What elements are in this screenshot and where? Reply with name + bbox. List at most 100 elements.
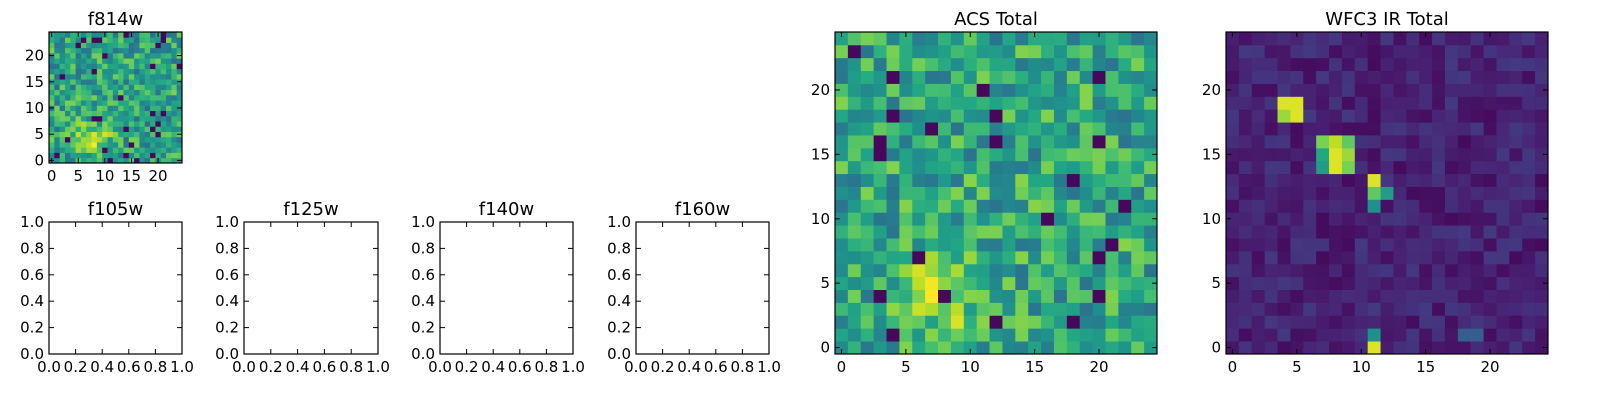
x-tick-label: 0.8: [339, 358, 363, 376]
heatmap-cell: [91, 42, 98, 49]
heatmap-cell: [86, 100, 92, 106]
heatmap-cell: [989, 173, 1003, 187]
heatmap-cell: [1406, 341, 1420, 355]
heatmap-cell: [1419, 199, 1433, 213]
heatmap-cell: [54, 68, 61, 75]
heatmap-cell: [976, 147, 990, 162]
heatmap-cell: [1277, 289, 1291, 303]
heatmap-cell: [873, 302, 887, 316]
heatmap-cell: [70, 68, 76, 75]
heatmap-cell: [112, 115, 119, 122]
heatmap-cell: [976, 225, 990, 239]
heatmap-cell: [1354, 122, 1369, 136]
heatmap-cell: [1053, 276, 1068, 290]
heatmap-cell: [128, 37, 135, 43]
heatmap-cell: [1457, 341, 1472, 355]
heatmap-cell: [1066, 212, 1081, 226]
heatmap-cell: [118, 131, 124, 138]
heatmap-cell: [1238, 341, 1253, 355]
heatmap-cell: [963, 83, 978, 97]
heatmap-cell: [835, 109, 849, 123]
heatmap-cell: [75, 79, 82, 85]
heatmap-cell: [847, 341, 862, 355]
heatmap-cell: [80, 142, 87, 148]
heatmap-cell: [1079, 341, 1093, 355]
heatmap-cell: [1341, 186, 1356, 200]
heatmap-cell: [1028, 173, 1042, 187]
heatmap-cell: [1118, 160, 1132, 175]
heatmap-cell: [1393, 57, 1407, 72]
heatmap-cell: [1118, 32, 1132, 46]
heatmap-cell: [1015, 341, 1029, 355]
heatmap-cell: [1092, 212, 1106, 226]
heatmap-cell: [1015, 212, 1029, 226]
heatmap-cell: [1105, 263, 1119, 278]
heatmap-cell: [1277, 57, 1291, 72]
x-tick-label: 5: [1292, 358, 1302, 376]
heatmap-cell: [64, 152, 71, 159]
heatmap-cell: [144, 37, 151, 43]
heatmap-cell: [166, 94, 172, 101]
heatmap-cell: [118, 94, 124, 101]
heatmap-cell: [1367, 212, 1381, 226]
heatmap-cell: [899, 225, 913, 239]
heatmap-cell: [123, 63, 130, 70]
heatmap-cell: [118, 121, 124, 127]
heatmap-cell: [70, 110, 76, 117]
heatmap-cell: [150, 131, 156, 138]
heatmap-cell: [1419, 250, 1433, 265]
heatmap-cell: [54, 100, 61, 106]
heatmap-cell: [1354, 238, 1369, 252]
heatmap-cell: [1290, 315, 1304, 329]
heatmap-cell: [64, 42, 71, 49]
heatmap-cell: [1380, 160, 1394, 175]
heatmap-cell: [912, 160, 926, 175]
heatmap-cell: [835, 263, 849, 278]
heatmap-cell: [912, 315, 926, 329]
heatmap-cell: [155, 136, 162, 143]
heatmap-cell: [1144, 238, 1158, 252]
heatmap-cell: [847, 289, 862, 303]
heatmap-cell: [1079, 44, 1093, 59]
heatmap-cell: [171, 68, 178, 75]
heatmap-cell: [886, 122, 900, 136]
heatmap-cell: [1457, 186, 1472, 200]
heatmap-cell: [1509, 276, 1523, 290]
heatmap-cell: [938, 212, 952, 226]
heatmap-cell: [139, 68, 146, 75]
heatmap-cell: [1131, 238, 1145, 252]
heatmap-cell: [128, 79, 135, 85]
heatmap-cell: [950, 276, 965, 290]
heatmap-cell: [1380, 147, 1394, 162]
heatmap-cell: [1303, 225, 1317, 239]
x-tick-label: 0.6: [704, 358, 728, 376]
heatmap-cell: [166, 73, 172, 80]
heatmap-cell: [886, 135, 900, 149]
x-tick-label: 0.0: [37, 358, 61, 376]
heatmap-cell: [925, 147, 939, 162]
heatmap-cell: [49, 100, 55, 106]
heatmap-cell: [134, 147, 140, 153]
heatmap-cell: [860, 57, 875, 72]
heatmap-cell: [54, 73, 61, 80]
heatmap-cell: [59, 142, 66, 148]
heatmap-cell: [976, 109, 990, 123]
heatmap-cell: [835, 328, 849, 342]
heatmap-cell: [1226, 225, 1240, 239]
heatmap-cell: [963, 96, 978, 110]
heatmap-cell: [1226, 250, 1240, 265]
heatmap-cell: [155, 84, 162, 91]
heatmap-cell: [1092, 328, 1106, 342]
heatmap-cell: [1329, 289, 1343, 303]
heatmap-cell: [134, 63, 140, 70]
heatmap-cell: [176, 121, 183, 127]
heatmap-cell: [112, 32, 119, 38]
heatmap-cell: [1316, 186, 1330, 200]
heatmap-cell: [118, 73, 124, 80]
heatmap-cell: [950, 147, 965, 162]
heatmap-cell: [873, 341, 887, 355]
x-tick-label: 1.0: [366, 358, 390, 376]
heatmap-cell: [1341, 135, 1356, 149]
heatmap-cell: [1028, 70, 1042, 84]
heatmap-cell: [1144, 32, 1158, 46]
